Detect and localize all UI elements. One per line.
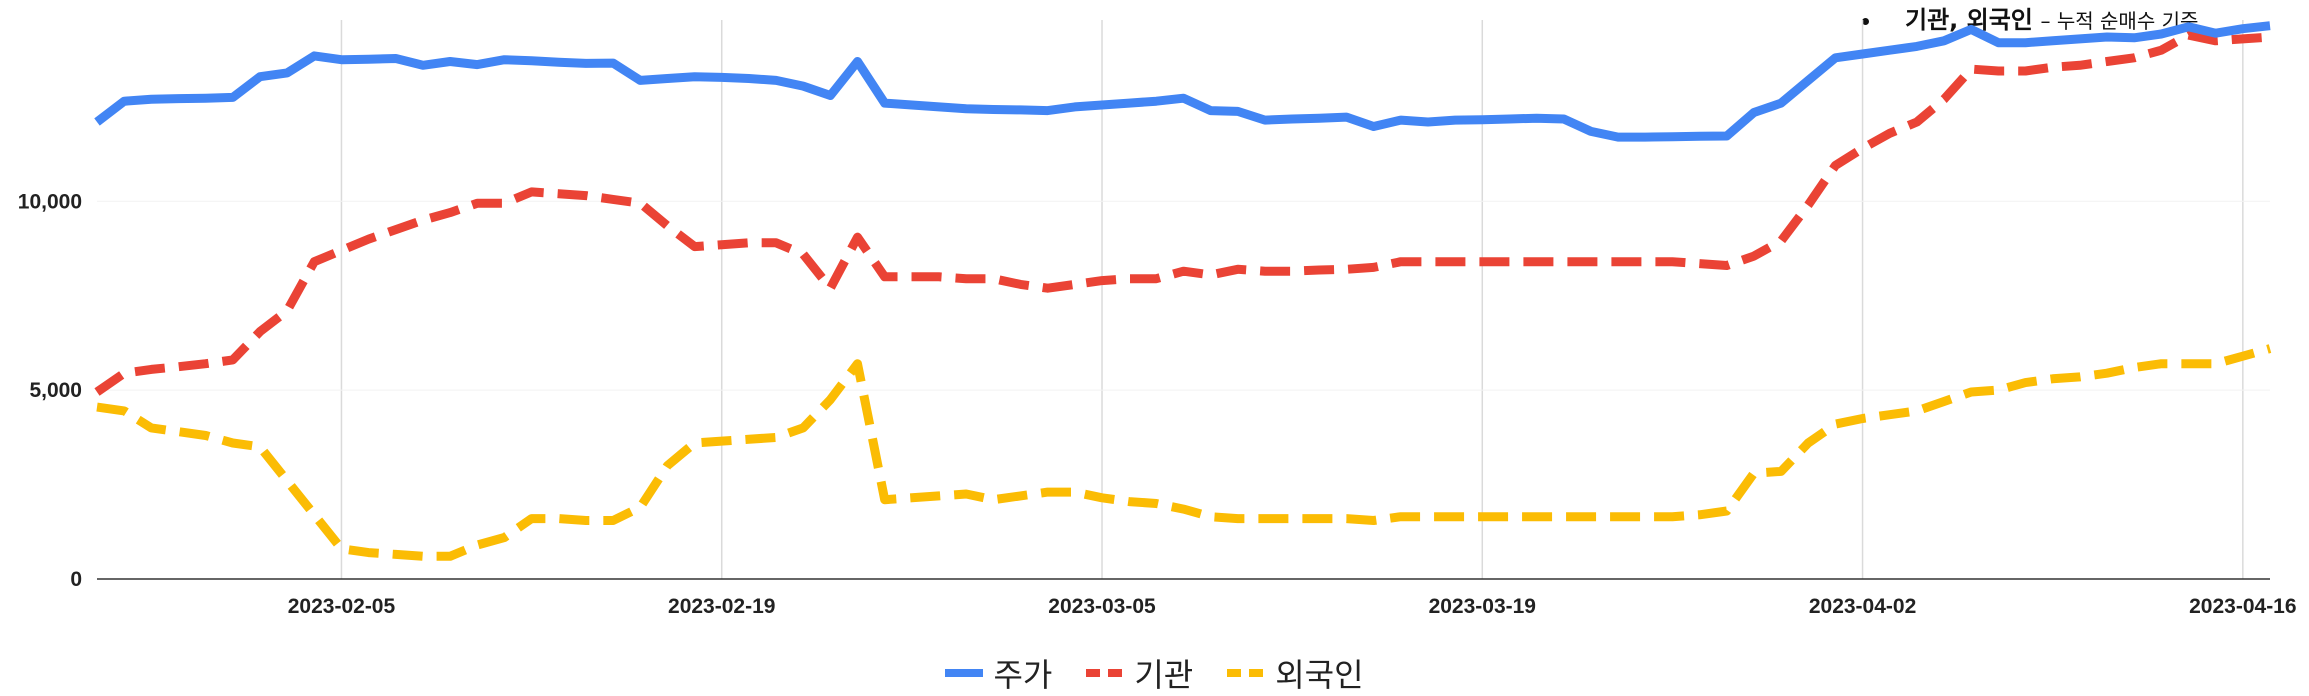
legend-swatch-institution bbox=[1086, 669, 1125, 677]
plot-area bbox=[94, 21, 2272, 561]
series-line-price bbox=[94, 21, 2271, 142]
legend-label-institution: 기관 bbox=[1134, 656, 1194, 694]
grid bbox=[97, 20, 2270, 580]
legend-swatch-price bbox=[945, 669, 984, 677]
x-tick-label: 2023-04-02 bbox=[1809, 595, 1916, 618]
legend-swatch-foreign bbox=[1227, 669, 1266, 677]
series-line-institution bbox=[94, 30, 2271, 396]
legend-item-foreign[interactable]: 외국인 bbox=[1227, 650, 1364, 696]
y-tick-label: 5,000 bbox=[29, 379, 82, 402]
legend: 주가 기관 외국인 bbox=[0, 650, 2309, 696]
x-tick-label: 2023-02-19 bbox=[668, 595, 775, 618]
x-tick-label: 2023-04-16 bbox=[2189, 595, 2296, 618]
bullet-icon bbox=[1862, 17, 1869, 25]
legend-item-price[interactable]: 주가 bbox=[945, 650, 1052, 696]
legend-label-foreign: 외국인 bbox=[1275, 656, 1364, 694]
x-axis: 2023-02-05 2023-02-19 2023-03-05 2023-03-19… bbox=[288, 595, 2297, 618]
x-tick-label: 2023-03-05 bbox=[1048, 595, 1156, 618]
x-tick-label: 2023-03-19 bbox=[1429, 595, 1536, 618]
y-axis: 0 5,000 10,000 bbox=[18, 190, 82, 591]
legend-item-institution[interactable]: 기관 bbox=[1086, 650, 1193, 696]
y-tick-label: 10,000 bbox=[18, 190, 82, 213]
legend-label-price: 주가 bbox=[993, 656, 1053, 694]
series-line-foreign bbox=[96, 344, 2272, 561]
line-chart: 0 5,000 10,000 2023-02-05 2023-02-19 2023-03… bbox=[18, 20, 2297, 618]
y-tick-label: 0 bbox=[70, 568, 82, 591]
x-tick-label: 2023-02-05 bbox=[288, 595, 396, 618]
